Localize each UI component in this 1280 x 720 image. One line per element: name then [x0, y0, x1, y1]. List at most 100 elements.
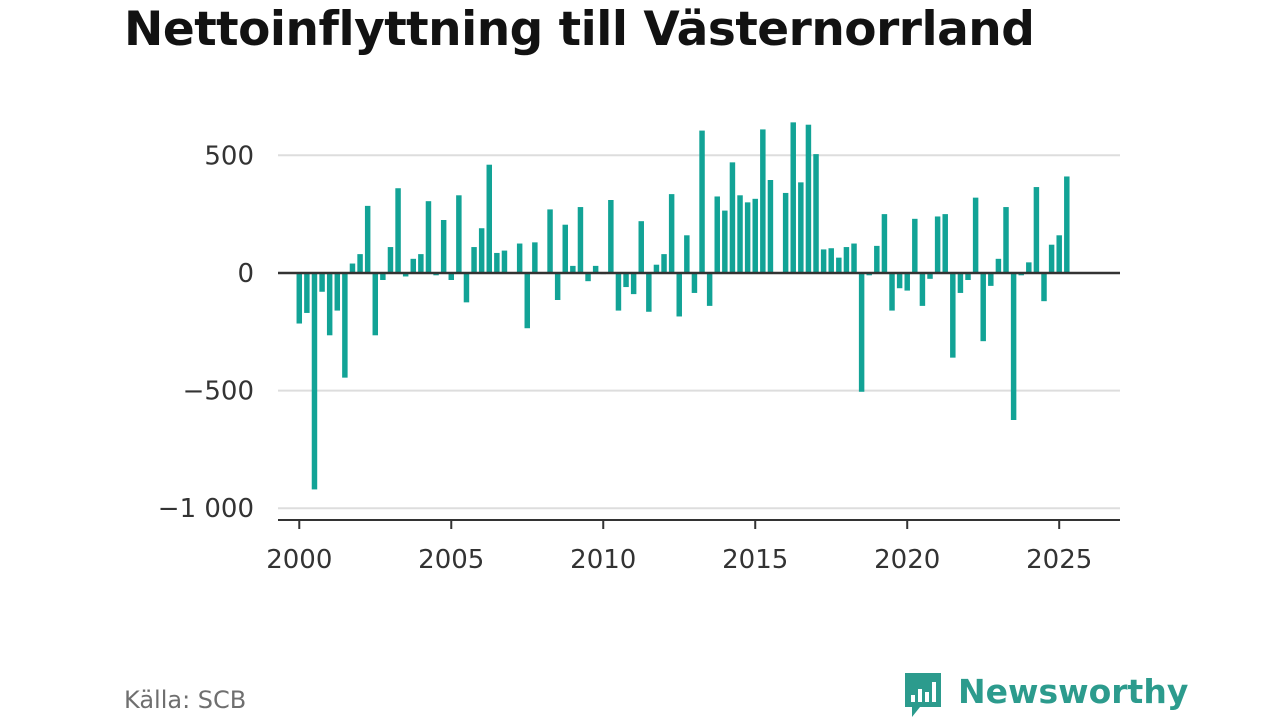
- bar: [532, 242, 538, 273]
- bar: [1041, 272, 1047, 302]
- bar: [798, 182, 804, 273]
- bar: [676, 272, 682, 317]
- bar: [684, 235, 690, 273]
- bar: [836, 257, 842, 273]
- bar: [364, 205, 371, 273]
- bar: [744, 202, 751, 273]
- bar: [296, 272, 303, 324]
- bar: [912, 218, 918, 273]
- bar: [722, 210, 728, 273]
- bar: [904, 272, 910, 291]
- x-tick-label: 2010: [570, 545, 636, 575]
- source-note: Källa: SCB: [124, 686, 247, 714]
- bar: [501, 250, 508, 273]
- bar: [608, 200, 614, 273]
- bar: [410, 258, 417, 273]
- bar: [653, 264, 660, 273]
- y-tick-label: 500: [204, 141, 254, 171]
- bar: [418, 254, 424, 273]
- bar: [1056, 235, 1062, 273]
- bar: [334, 272, 341, 311]
- bar: [980, 272, 986, 342]
- bar: [1048, 244, 1055, 273]
- bar: [349, 263, 356, 273]
- newsworthy-logo-icon: [905, 673, 941, 717]
- bar: [524, 272, 530, 329]
- bar: [950, 272, 956, 358]
- bar: [942, 214, 948, 273]
- bar: [851, 243, 857, 273]
- bar: [790, 122, 796, 273]
- chart-title: Nettoinflyttning till Västernorrland: [124, 2, 1035, 57]
- bar: [767, 180, 774, 273]
- bar: [456, 195, 462, 273]
- bar: [380, 272, 386, 280]
- bar: [630, 272, 637, 295]
- bar: [304, 272, 310, 313]
- y-tick-label: −1 000: [158, 494, 254, 524]
- bar: [805, 124, 812, 273]
- x-tick-label: 2025: [1026, 545, 1092, 575]
- bar: [494, 252, 500, 273]
- gridlines: [278, 154, 1120, 510]
- bar: [889, 272, 895, 311]
- bar: [699, 130, 705, 273]
- bar: [919, 272, 926, 306]
- bar: [874, 245, 880, 273]
- bar: [1033, 187, 1040, 273]
- bar: [972, 197, 979, 273]
- bar: [577, 207, 584, 273]
- bar: [638, 221, 644, 273]
- x-tick-label: 2015: [722, 545, 788, 575]
- bar: [714, 196, 720, 273]
- x-tick-label: 2005: [418, 545, 484, 575]
- brand-name: Newsworthy: [958, 672, 1189, 711]
- bar: [934, 216, 941, 273]
- bar: [395, 188, 401, 273]
- bar: [752, 198, 758, 273]
- bar: [1064, 176, 1070, 273]
- bar: [387, 247, 394, 273]
- bar: [372, 272, 379, 336]
- bar: [965, 272, 971, 280]
- bar: [896, 272, 903, 289]
- bar: [691, 272, 698, 293]
- bar: [554, 272, 561, 300]
- bar: [782, 192, 789, 273]
- bar: [486, 164, 492, 273]
- bar: [1003, 207, 1009, 273]
- bar: [516, 243, 523, 273]
- bar: [927, 272, 933, 279]
- bar: [478, 228, 485, 273]
- y-tick-label: −500: [183, 377, 254, 407]
- bars: [296, 122, 1070, 490]
- bar: [471, 247, 477, 273]
- bar: [881, 214, 888, 273]
- bar: [661, 254, 667, 273]
- bar: [615, 272, 622, 311]
- bar: [858, 272, 865, 392]
- bar: [1010, 272, 1017, 420]
- bar: [623, 272, 629, 288]
- bar: [547, 209, 553, 273]
- bar: [729, 162, 736, 273]
- axes: 500 0 −500 −1 000 2000 2005 2010 2015 2020 2025: [158, 141, 1120, 575]
- bar: [463, 272, 470, 303]
- bar: [843, 247, 850, 273]
- bar: [820, 249, 827, 273]
- bar: [706, 272, 713, 306]
- bar: [668, 194, 675, 273]
- bar: [995, 258, 1002, 273]
- bar: [319, 272, 325, 292]
- bar-chart: 500 0 −500 −1 000 2000 2005 2010 2015 2020 2025: [158, 122, 1120, 575]
- bar: [357, 254, 363, 273]
- bar: [311, 272, 318, 490]
- x-tick-label: 2020: [874, 545, 940, 575]
- bar: [425, 201, 432, 273]
- bar: [828, 248, 834, 273]
- bar: [737, 195, 743, 273]
- bar: [646, 272, 652, 312]
- y-tick-label: 0: [237, 259, 254, 289]
- bar: [585, 272, 591, 282]
- bar: [562, 224, 568, 273]
